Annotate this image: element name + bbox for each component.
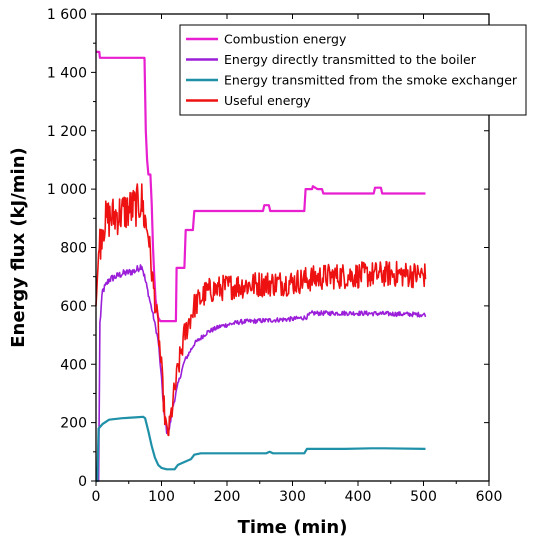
legend-entry: Energy transmitted from the smoke exchan…: [224, 73, 518, 88]
legend-entry: Energy directly transmitted to the boile…: [224, 52, 477, 67]
x-tick-label: 400: [345, 489, 372, 505]
y-tick-label: 600: [60, 299, 87, 315]
y-tick-label: 1 200: [47, 124, 87, 140]
legend-entry: Useful energy: [224, 93, 311, 108]
series-line: [96, 415, 426, 483]
x-tick-label: 200: [214, 489, 241, 505]
axes: 0 100 200 300 400 500 600 0 200 400 600 800 1 000 1 2…: [47, 7, 502, 505]
legend: Combustion energy Energy directly transmi…: [179, 24, 527, 116]
y-tick-label: 1 600: [47, 7, 87, 23]
y-axis-title: Energy flux (kJ/min): [8, 147, 29, 348]
series-line: [95, 183, 427, 437]
y-tick-label: 1 000: [47, 182, 87, 198]
legend-box: [179, 24, 527, 116]
y-tick-label: 400: [60, 357, 87, 373]
series-line: [95, 264, 427, 482]
series-line: [96, 50, 426, 323]
y-tick-label: 200: [60, 416, 87, 432]
x-axis-title: Time (min): [238, 517, 348, 538]
x-tick-label: 0: [92, 489, 101, 505]
x-tick-label: 100: [148, 489, 175, 505]
y-tick-label: 0: [78, 474, 87, 490]
y-tick-label: 800: [60, 241, 87, 257]
x-tick-label: 600: [476, 489, 503, 505]
legend-entry: Combustion energy: [224, 32, 347, 47]
plot-lines: [95, 50, 427, 483]
y-tick-label: 1 400: [47, 65, 87, 81]
x-tick-label: 300: [279, 489, 306, 505]
x-tick-label: 500: [410, 489, 437, 505]
